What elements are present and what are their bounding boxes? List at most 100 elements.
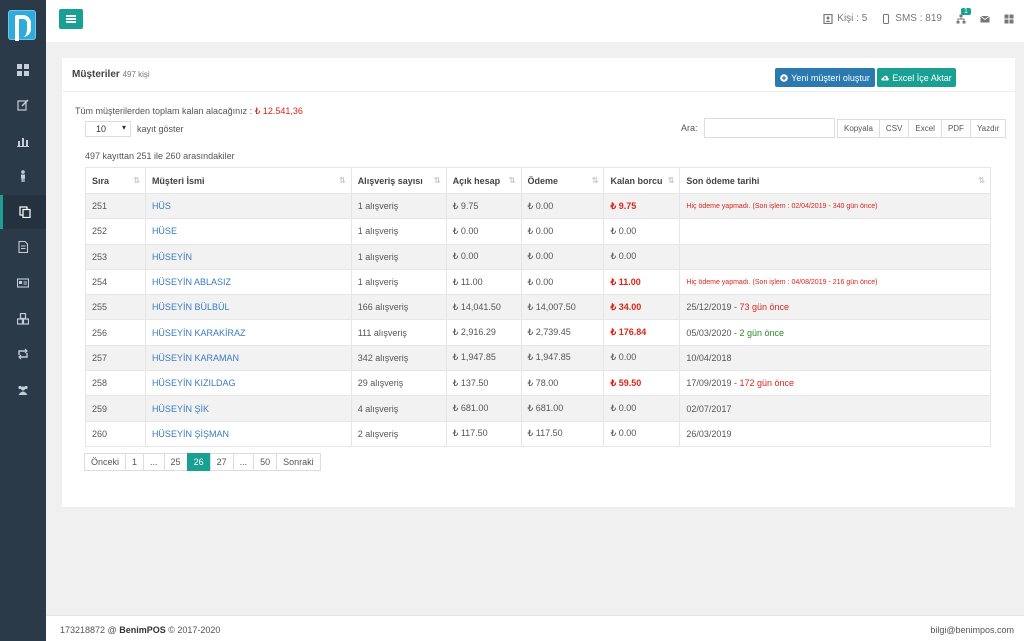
- sort-icon: ⇅: [978, 176, 985, 185]
- cell-last-payment: 25/12/2019 - 73 gün önce: [679, 294, 991, 321]
- page-size-select[interactable]: 10: [85, 121, 131, 137]
- csv-button[interactable]: CSV: [878, 119, 910, 138]
- grid-icon: [1004, 14, 1014, 23]
- users-icon[interactable]: [0, 373, 46, 407]
- pager-prev[interactable]: Önceki: [84, 453, 127, 471]
- col-header-label: Alışveriş sayısı: [357, 175, 423, 186]
- pdf-button[interactable]: PDF: [940, 119, 971, 138]
- dashboard-icon[interactable]: [0, 53, 46, 87]
- cubes-icon[interactable]: [0, 302, 46, 336]
- retweet-icon[interactable]: [0, 337, 46, 371]
- col-header-count[interactable]: Alışveriş sayısı ⇅: [350, 167, 447, 194]
- table-row[interactable]: 251 HÜS 1 alışveriş ₺ 9.75 ₺ 0.00 ₺ 9.75 Hiç ö…: [85, 192, 991, 220]
- col-header-name[interactable]: Müşteri İsmi ⇅: [144, 167, 352, 194]
- col-header-sira[interactable]: Sıra ⇅: [85, 167, 146, 194]
- pager-page: ...: [143, 453, 165, 471]
- table-row[interactable]: 255 HÜSEYİN BÜLBÜL 166 alışveriş ₺ 14,041.5…: [85, 294, 991, 321]
- bar-chart-icon[interactable]: [0, 124, 46, 158]
- pager-page[interactable]: 25: [163, 453, 188, 471]
- sitemap-icon: [956, 14, 966, 23]
- benimpos-logo[interactable]: [8, 10, 36, 41]
- cell-customer-name[interactable]: HÜSEYİN KARAMAN: [144, 344, 352, 372]
- pager-page[interactable]: 1: [125, 453, 145, 471]
- cell-customer-name[interactable]: HÜSEYİN BÜLBÜL: [144, 294, 352, 321]
- new-customer-button[interactable]: Yeni müşteri oluştur: [775, 68, 875, 87]
- cell-last-payment: 02/07/2017: [679, 395, 991, 422]
- cell-customer-name[interactable]: HÜSEYİN KIZILDAG: [144, 370, 352, 397]
- cell-open-account: ₺ 11.00: [445, 268, 522, 296]
- cell-payment: ₺ 78.00: [520, 370, 605, 397]
- copy-icon[interactable]: [0, 195, 46, 229]
- cell-customer-name[interactable]: HÜSE: [144, 218, 352, 245]
- cell-purchase-count: 166 alışveriş: [350, 294, 447, 321]
- cell-remaining-debt: ₺ 59.50: [603, 370, 681, 397]
- cell-customer-name[interactable]: HÜSEYİN ŞİŞMAN: [144, 420, 352, 447]
- page-size-control: 10 kayıt göster: [85, 121, 184, 137]
- person-icon[interactable]: [0, 159, 46, 193]
- table-row[interactable]: 260 HÜSEYİN ŞİŞMAN 2 alışveriş ₺ 117.50 ₺ 11…: [85, 420, 991, 447]
- last-payment-date: 17/09/2019 -: [686, 378, 740, 389]
- network-notification[interactable]: 1: [956, 7, 971, 24]
- cell-last-payment: 10/04/2018: [679, 344, 991, 372]
- cell-purchase-count: 342 alışveriş: [350, 344, 447, 372]
- panel-header: Müşteriler 497 kişi Yeni müşteri oluştur…: [62, 58, 1015, 92]
- print-button[interactable]: Yazdır: [969, 119, 1007, 138]
- table-row[interactable]: 252 HÜSE 1 alışveriş ₺ 0.00 ₺ 0.00 ₺ 0.00: [85, 218, 991, 245]
- footer-email[interactable]: bilgi@benimpos.com: [930, 625, 1014, 635]
- cell-customer-name[interactable]: HÜSEYİN ŞİK: [144, 395, 352, 422]
- kisi-indicator[interactable]: Kişi : 5: [823, 13, 867, 24]
- cloud-upload-icon: [881, 75, 889, 80]
- col-header-open[interactable]: Açık hesap ⇅: [445, 167, 522, 194]
- table-row[interactable]: 258 HÜSEYİN KIZILDAG 29 alışveriş ₺ 137.50 ₺…: [85, 370, 991, 397]
- cell-last-payment: [679, 218, 991, 245]
- cell-customer-name[interactable]: HÜSEYİN KARAKİRAZ: [144, 319, 352, 346]
- cell-purchase-count: 4 alışveriş: [350, 395, 447, 422]
- last-payment-date: 05/03/2020 -: [686, 327, 740, 338]
- cell-open-account: ₺ 1,947.85: [445, 344, 522, 372]
- cell-payment: ₺ 117.50: [520, 420, 605, 447]
- document-icon[interactable]: [0, 230, 46, 264]
- excel-import-label: Excel İçe Aktar: [892, 72, 952, 83]
- cell-remaining-debt: ₺ 9.75: [603, 192, 681, 220]
- table-row[interactable]: 254 HÜSEYİN ABLASIZ 1 alışveriş ₺ 11.00 ₺ 0.…: [85, 268, 991, 296]
- cell-customer-name[interactable]: HÜS: [144, 192, 352, 220]
- cell-remaining-debt: ₺ 0.00: [603, 243, 681, 270]
- cell-customer-name[interactable]: HÜSEYİN: [144, 243, 352, 270]
- menu-toggle-button[interactable]: [59, 9, 83, 29]
- cell-sira: 259: [85, 395, 146, 422]
- messages-button[interactable]: [980, 14, 990, 24]
- excel-button[interactable]: Excel: [908, 119, 942, 138]
- cell-remaining-debt: ₺ 11.00: [603, 268, 681, 296]
- copy-button[interactable]: Kopyala: [837, 119, 880, 138]
- table-row[interactable]: 256 HÜSEYİN KARAKİRAZ 111 alışveriş ₺ 2,916…: [85, 319, 991, 346]
- sms-indicator[interactable]: SMS : 819: [881, 13, 942, 24]
- edit-icon[interactable]: [0, 88, 46, 122]
- id-card-icon[interactable]: [0, 266, 46, 300]
- col-header-last-payment[interactable]: Son ödeme tarihi ⇅: [679, 167, 991, 194]
- search-input[interactable]: [703, 118, 835, 138]
- cell-customer-name[interactable]: HÜSEYİN ABLASIZ: [144, 268, 352, 296]
- apps-button[interactable]: [1004, 14, 1014, 24]
- pager-next[interactable]: Sonraki: [276, 453, 321, 471]
- cell-purchase-count: 1 alışveriş: [350, 218, 447, 245]
- pager-page: ...: [232, 453, 255, 471]
- last-payment-ago: 2 gün önce: [739, 327, 784, 338]
- table-row[interactable]: 253 HÜSEYİN 1 alışveriş ₺ 0.00 ₺ 0.00 ₺ 0.00: [85, 243, 991, 270]
- address-book-icon: [823, 13, 833, 24]
- cell-sira: 256: [85, 319, 146, 346]
- col-header-payment[interactable]: Ödeme ⇅: [520, 167, 605, 194]
- last-payment-ago: 73 gün önce: [739, 302, 789, 313]
- excel-import-button[interactable]: Excel İçe Aktar: [877, 68, 956, 87]
- col-header-label: Açık hesap: [452, 175, 501, 186]
- cell-open-account: ₺ 14,041.50: [445, 294, 522, 321]
- pager-page[interactable]: 27: [209, 453, 234, 471]
- cell-purchase-count: 1 alışveriş: [350, 243, 447, 270]
- table-row[interactable]: 259 HÜSEYİN ŞİK 4 alışveriş ₺ 681.00 ₺ 681.0…: [85, 395, 991, 422]
- footer-brand: BenimPOS: [119, 625, 166, 635]
- table-row[interactable]: 257 HÜSEYİN KARAMAN 342 alışveriş ₺ 1,947.8…: [85, 344, 991, 372]
- sort-icon: ⇅: [667, 176, 675, 185]
- cell-sira: 254: [85, 268, 146, 296]
- pager-page[interactable]: 50: [253, 453, 278, 471]
- col-header-remaining[interactable]: Kalan borcu ⇅: [603, 167, 681, 194]
- pager-page[interactable]: 26: [186, 453, 211, 471]
